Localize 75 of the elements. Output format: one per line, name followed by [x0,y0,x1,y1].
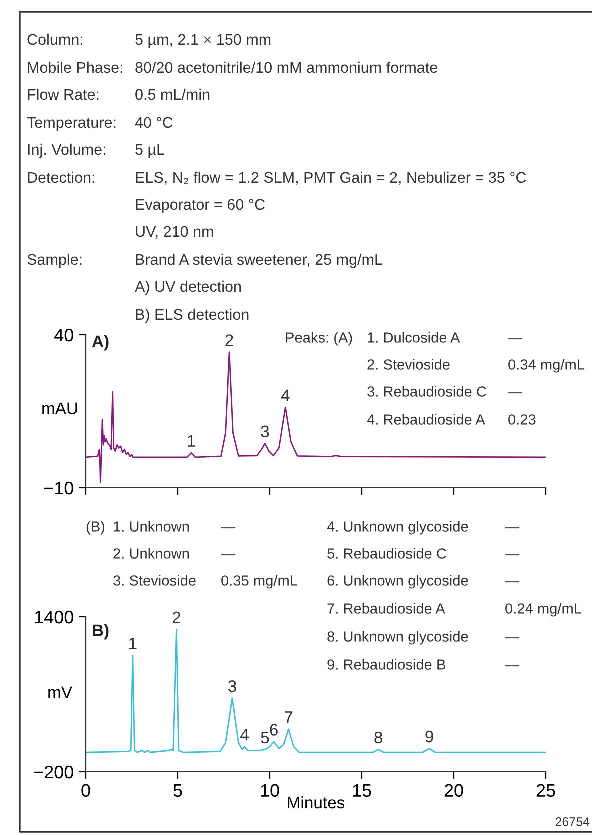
text: Column: [28,34,82,46]
annotation: 2 [172,612,181,624]
text: 6. Unknown glycoside [328,575,468,589]
annotation: 9 [426,730,434,743]
text: UV, 210 nm [136,226,214,239]
annotation: 9. Rebaudioside B [328,659,446,670]
annotation: 3 [228,680,236,692]
text: Inj. Volume: [28,144,106,158]
annotation: 2 [226,334,234,346]
y-axis-title: mAU [42,402,78,414]
annotation: A) [92,335,109,351]
text: 40 °C [135,117,173,128]
annotation: — [505,638,520,639]
text: Evaporator = 60 °C [136,199,265,214]
x-tick-label: 25 [536,784,556,798]
text: 3. Stevioside [114,575,196,586]
annotation: 8 [374,732,382,744]
x-tick-label: 20 [444,784,464,798]
y-tick-label: −200 [34,766,74,779]
text: Mobile Phase: [28,62,122,74]
annotation: 5 [261,732,270,744]
y-tick-label: −10 [44,482,74,495]
annotation: 2. Stevioside [368,359,450,370]
x-tick-label: 0 [82,784,90,798]
x-axis-title: Minutes [288,796,345,809]
x-tick-label: 15 [353,784,372,798]
annotation: — [508,392,523,394]
text: Sample: [28,254,82,268]
text: 0.24 mg/mL [506,603,582,617]
text: 0.5 mL/min [136,88,210,100]
y-tick-label: 1400 [35,610,74,624]
annotation: — [505,666,520,667]
text: 5 µL [136,144,165,158]
y-axis-title: mV [48,686,72,698]
annotation: 4. Rebaudioside A [367,414,486,425]
annotation: 1. Dulcoside A [368,332,460,343]
annotation: 1 [188,435,196,447]
annotation: 8. Unknown glycoside [328,631,468,645]
text: Detection: [28,172,94,184]
text: 80/20 acetonitrile/10 mM ammonium formate [136,62,438,74]
text: — [221,528,236,529]
annotation: 4 [281,390,290,402]
annotation: 4 [240,729,249,741]
text: 0.35 mg/mL [222,575,298,589]
text: 5. Rebaudioside C [328,548,446,559]
text: 1. Unknown [114,521,190,532]
text: — [505,554,520,556]
text: A) UV detection [135,280,242,296]
annotation: 0.34 mg/mL [508,359,585,373]
text: 2. Unknown [114,548,190,559]
text: — [221,554,236,556]
text: (B) [86,521,105,535]
x-tick-label: 10 [261,784,280,798]
text: — [505,582,520,583]
annotation: 3 [261,426,270,438]
text: 4. Unknown glycoside [327,521,468,535]
annotation: 7 [284,712,293,724]
text: 26754 [556,818,590,826]
text: — [505,528,520,529]
annotation: 6 [270,724,278,736]
annotation: 1 [130,638,137,650]
annotation: B) [93,624,109,640]
text: B) ELS detection [136,308,249,324]
text: 7. Rebaudioside A [328,603,446,614]
x-tick-label: 5 [174,784,182,798]
y-tick-label: 40 [54,328,74,342]
text: Temperature: [27,117,116,132]
annotation: 0.23 [508,414,536,425]
text: Flow Rate: [28,88,99,100]
text: 5 µm, 2.1 × 150 mm [136,34,271,48]
text: Brand A stevia sweetener, 25 mg/mL [136,254,382,268]
annotation: 3. Rebaudioside C [368,386,486,397]
text: ELS, N₂ flow = 1.2 SLM, PMT Gain = 2, Nebulizer = 35 °C [136,172,526,185]
annotation: Peaks: (A) [286,332,352,346]
annotation: — [508,338,523,340]
